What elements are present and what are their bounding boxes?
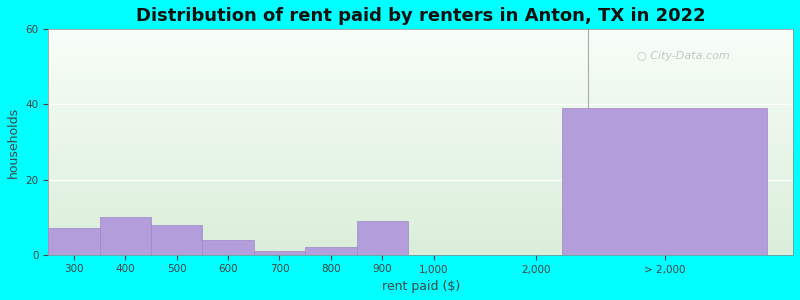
Bar [254, 251, 305, 255]
Y-axis label: households: households [7, 106, 20, 178]
Bar [151, 225, 202, 255]
Title: Distribution of rent paid by renters in Anton, TX in 2022: Distribution of rent paid by renters in … [136, 7, 706, 25]
Bar [357, 221, 408, 255]
Text: ○ City-Data.com: ○ City-Data.com [637, 51, 730, 61]
Bar [202, 240, 254, 255]
Bar [100, 217, 151, 255]
Bar [305, 247, 357, 255]
Bar [48, 229, 100, 255]
Bar [562, 108, 767, 255]
X-axis label: rent paid ($): rent paid ($) [382, 280, 460, 293]
